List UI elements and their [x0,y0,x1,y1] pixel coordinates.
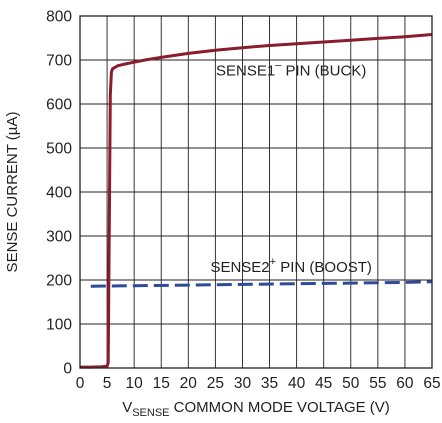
series-line-1 [80,33,433,369]
annotation-superscript: – [275,59,282,71]
series-annotation-1: SENSE1– PIN (BUCK) [216,59,366,79]
y-tick-label: 400 [46,185,72,202]
annotation-superscript: + [270,256,276,268]
x-tick-label: 50 [342,375,360,392]
series-annotation-2: SENSE2+ PIN (BOOST) [210,256,371,276]
x-tick-label: 40 [288,375,306,392]
y-tick-label: 200 [46,273,72,290]
y-axis-title: SENSE CURRENT (µA) [4,112,21,273]
series-line-2 [90,280,433,288]
y-tick-label: 300 [46,229,72,246]
x-tick-label: 35 [261,375,278,392]
y-tick-label: 800 [46,9,72,26]
x-tick-label: 25 [207,375,224,392]
y-tick-label: 700 [46,53,72,70]
annotations: SENSE1– PIN (BUCK) SENSE2+ PIN (BOOST) [210,59,371,276]
plot-area-frame [79,15,433,369]
grid [80,16,432,368]
annotation-suffix: PIN (BOOST) [276,259,372,276]
x-tick-label: 65 [423,375,440,392]
x-tick-label: 0 [76,375,85,392]
x-axis-title-subscript: SENSE [132,407,169,419]
x-axis-title: VSENSE COMMON MODE VOLTAGE (V) [122,399,390,419]
y-tick-label: 500 [46,141,72,158]
x-tick-label: 5 [103,375,112,392]
x-tick-label: 15 [153,375,170,392]
x-tick-label: 55 [369,375,386,392]
y-tick-label: 600 [46,97,72,114]
x-tick-label: 10 [126,375,144,392]
tick-labels: 0 5 10 15 20 25 30 35 40 45 50 55 60 65 0 100 200 300 400 5… [46,9,441,393]
x-axis-title-rest: COMMON MODE VOLTAGE (V) [170,399,390,416]
x-tick-label: 45 [315,375,332,392]
series-layer [80,33,433,369]
x-tick-label: 30 [234,375,252,392]
x-axis-title-main: V [122,399,132,416]
x-tick-label: 20 [180,375,198,392]
annotation-prefix: SENSE1 [216,62,275,79]
annotation-prefix: SENSE2 [210,259,269,276]
y-tick-label: 100 [46,317,72,334]
x-tick-label: 60 [396,375,414,392]
y-tick-label: 0 [63,361,72,378]
annotation-suffix: PIN (BUCK) [281,62,366,79]
